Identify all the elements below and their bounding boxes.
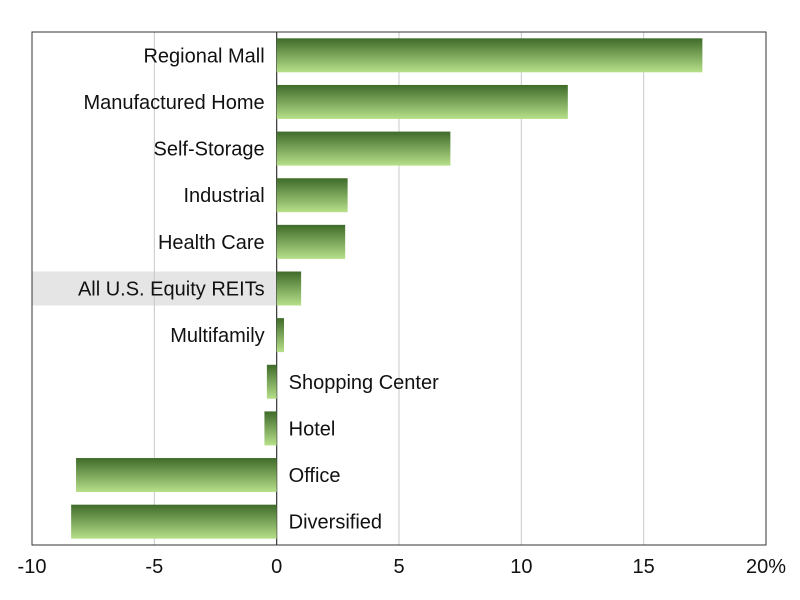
bar-industrial bbox=[276, 178, 348, 213]
category-label: Manufactured Home bbox=[83, 92, 264, 114]
x-tick-label: 10 bbox=[510, 556, 532, 578]
plot-frame bbox=[31, 31, 767, 546]
bar-shopping-center bbox=[266, 364, 277, 399]
category-label: Multifamily bbox=[170, 325, 264, 347]
bar-self-storage bbox=[276, 131, 451, 166]
x-tick-label: 0 bbox=[271, 556, 282, 578]
category-label: Self-Storage bbox=[153, 139, 264, 161]
x-tick-label: 20% bbox=[746, 556, 786, 578]
x-tick-label: 15 bbox=[633, 556, 655, 578]
category-label: Health Care bbox=[158, 232, 265, 254]
bar-health-care bbox=[276, 224, 346, 259]
category-label: Hotel bbox=[289, 418, 336, 440]
category-label: All U.S. Equity REITs bbox=[78, 279, 265, 301]
bar-office bbox=[76, 458, 277, 493]
bar-diversified bbox=[71, 504, 277, 539]
x-tick-label: 5 bbox=[393, 556, 404, 578]
bar-multifamily bbox=[276, 318, 285, 353]
x-tick-label: -5 bbox=[145, 556, 163, 578]
x-tick-label: -10 bbox=[18, 556, 47, 578]
category-label: Regional Mall bbox=[143, 45, 264, 67]
bar-hotel bbox=[264, 411, 277, 446]
category-label: Industrial bbox=[184, 185, 265, 207]
category-label: Diversified bbox=[289, 512, 382, 534]
category-label: Shopping Center bbox=[289, 372, 439, 394]
bar-all-u-s-equity-reits bbox=[276, 271, 302, 306]
bar-regional-mall bbox=[276, 38, 703, 73]
category-label: Office bbox=[289, 465, 341, 487]
bar-manufactured-home bbox=[276, 84, 568, 119]
